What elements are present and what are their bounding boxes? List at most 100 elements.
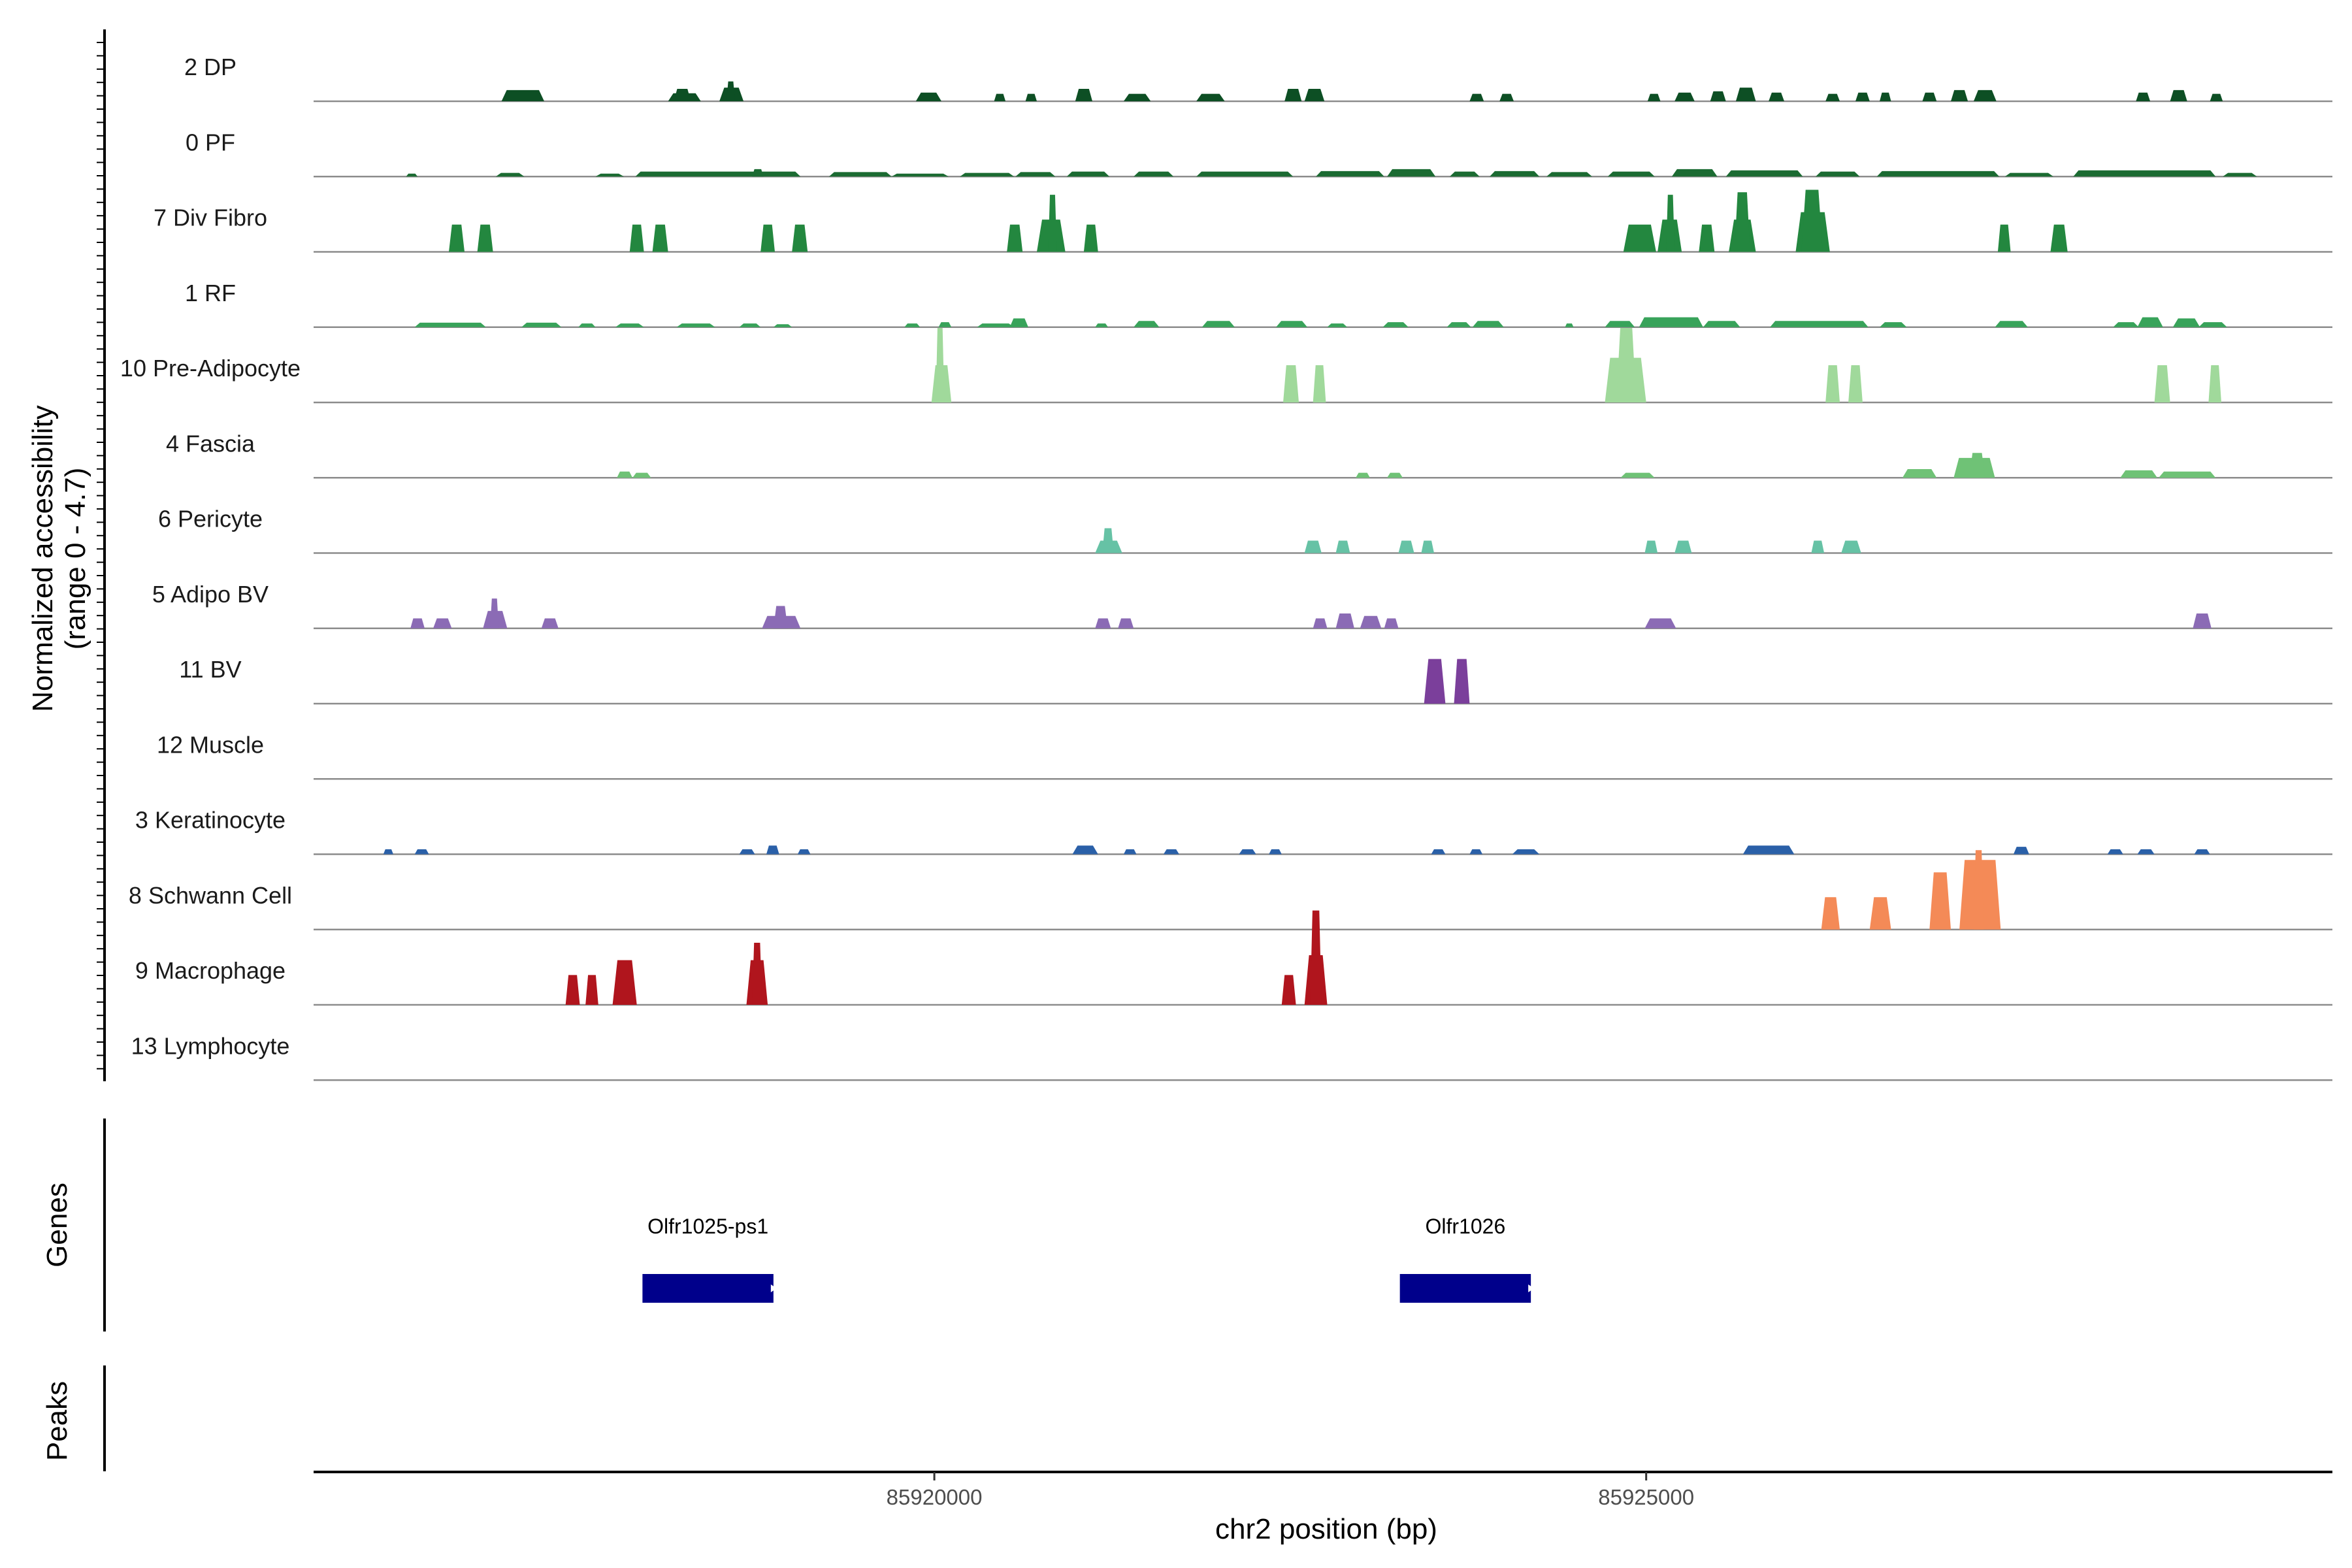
coverage-peak (674, 89, 691, 101)
coverage-peak (1469, 849, 1483, 855)
strand-arrow-icon (1528, 1284, 1535, 1292)
coverage-peak (1446, 322, 1471, 327)
coverage-peak (1335, 540, 1350, 553)
coverage-peak (1118, 618, 1134, 629)
coverage-peak (414, 322, 486, 327)
gene-label: Olfr1025-ps1 (647, 1215, 768, 1238)
track-4: 10 Pre-Adipocyte (120, 328, 2332, 404)
coverage-peak (1095, 323, 1108, 327)
coverage-peak (1710, 91, 1726, 101)
track-label: 3 Keratinocyte (135, 807, 286, 834)
coverage-peak (629, 224, 644, 252)
coverage-peak (632, 472, 651, 478)
coverage-peak (1163, 849, 1179, 855)
gene-label: Olfr1026 (1426, 1215, 1506, 1238)
coverage-peak (490, 598, 499, 629)
coverage-peak (1605, 321, 1635, 327)
coverage-peak (2159, 471, 2216, 478)
coverage-peak (2172, 318, 2200, 327)
coverage-peak (1973, 90, 1997, 101)
gene-Olfr1025-ps1: Olfr1025-ps1 (642, 1215, 777, 1303)
track-3: 1 RF (185, 280, 2332, 328)
coverage-peak (1742, 845, 1795, 855)
coverage-peak (2154, 365, 2170, 402)
track-label: 4 Fascia (166, 430, 255, 457)
coverage-peak (1623, 224, 1656, 252)
track-8: 11 BV (179, 656, 2332, 705)
track-label: 12 Muscle (157, 731, 264, 758)
coverage-peak (1284, 89, 1302, 101)
coverage-peak (1239, 849, 1256, 855)
coverage-peak (477, 224, 493, 252)
coverage-peak (1382, 322, 1409, 327)
track-9: 12 Muscle (157, 731, 2332, 780)
coverage-peak (1565, 323, 1574, 327)
coverage-peak (1310, 910, 1322, 1005)
coverage-peak (1876, 171, 2000, 177)
coverage-peak (760, 224, 775, 252)
coverage-peak (904, 323, 921, 327)
coverage-peak (652, 224, 668, 252)
coverage-peak (1969, 453, 1985, 478)
coverage-peak (1703, 321, 1740, 327)
x-axis-title: chr2 position (bp) (1215, 1513, 1437, 1545)
track-5: 4 Fascia (166, 430, 2332, 479)
coverage-tracks: 2 DP 0 PF 7 Div Fibro 1 RF 10 Pre-Adipocyte 4… (120, 54, 2332, 1081)
coverage-peak (1848, 365, 1863, 402)
coverage-peak (1424, 659, 1446, 704)
coverage-peak (1123, 849, 1137, 855)
coverage-peak (615, 323, 644, 327)
track-7: 5 Adipo BV (152, 581, 2332, 629)
track-13: 13 Lymphocyte (131, 1032, 2332, 1081)
gene-Olfr1026: Olfr1026 (1399, 1215, 1535, 1303)
coverage-peak (1072, 845, 1098, 855)
coverage-peak (1929, 872, 1951, 930)
coverage-peak (1801, 189, 1823, 252)
coverage-peak (1951, 90, 1968, 101)
coverage-peak (1196, 93, 1225, 101)
coverage-peak (915, 92, 941, 101)
coverage-peak (1616, 328, 1637, 402)
coverage-peak (1644, 540, 1658, 553)
track-12: 9 Macrophage (135, 910, 2332, 1006)
track-label: 5 Adipo BV (152, 581, 269, 608)
coverage-peak (2004, 172, 2053, 177)
coverage-peak (406, 173, 418, 177)
coverage-peak (1327, 323, 1347, 327)
coverage-peak (1902, 469, 1937, 478)
peaks-panel: Peaks (41, 1381, 73, 1461)
coverage-peak (1922, 92, 1937, 101)
track-label: 2 DP (184, 54, 237, 80)
coverage-peak (2073, 170, 2216, 177)
coverage-peak (938, 322, 952, 327)
y-axis-title-line: (range 0 - 4.7) (59, 468, 91, 650)
coverage-peak (1075, 89, 1092, 101)
coverage-peak (612, 960, 637, 1005)
coverage-peak (1499, 93, 1514, 101)
coverage-peak (2137, 849, 2155, 855)
gene-body (642, 1274, 774, 1303)
coverage-peak (1869, 897, 1891, 930)
coverage-peak (792, 224, 808, 252)
coverage-peak (1421, 540, 1434, 553)
coverage-peak (501, 90, 544, 101)
coverage-peak (1674, 540, 1692, 553)
coverage-peak (1335, 613, 1354, 629)
coverage-peak (2210, 93, 2223, 101)
coverage-peak (1666, 195, 1675, 252)
coverage-peak (2194, 849, 2210, 855)
coverage-peak (1196, 171, 1294, 177)
coverage-peak (1066, 171, 1110, 177)
track-label: 1 RF (185, 280, 236, 306)
coverage-peak (1770, 321, 1869, 327)
coverage-peak (1880, 92, 1891, 101)
coverage-peak (1007, 224, 1023, 252)
coverage-peak (1384, 618, 1399, 629)
coverage-peak (1821, 897, 1840, 930)
track-label: 7 Div Fibro (154, 204, 267, 231)
track-label: 10 Pre-Adipocyte (120, 355, 301, 382)
y-axis-title: Normalized accessibility (range 0 - 4.7) (27, 405, 91, 711)
coverage-peak (2223, 172, 2257, 177)
coverage-peak (1671, 169, 1718, 177)
coverage-peak (1431, 849, 1446, 855)
